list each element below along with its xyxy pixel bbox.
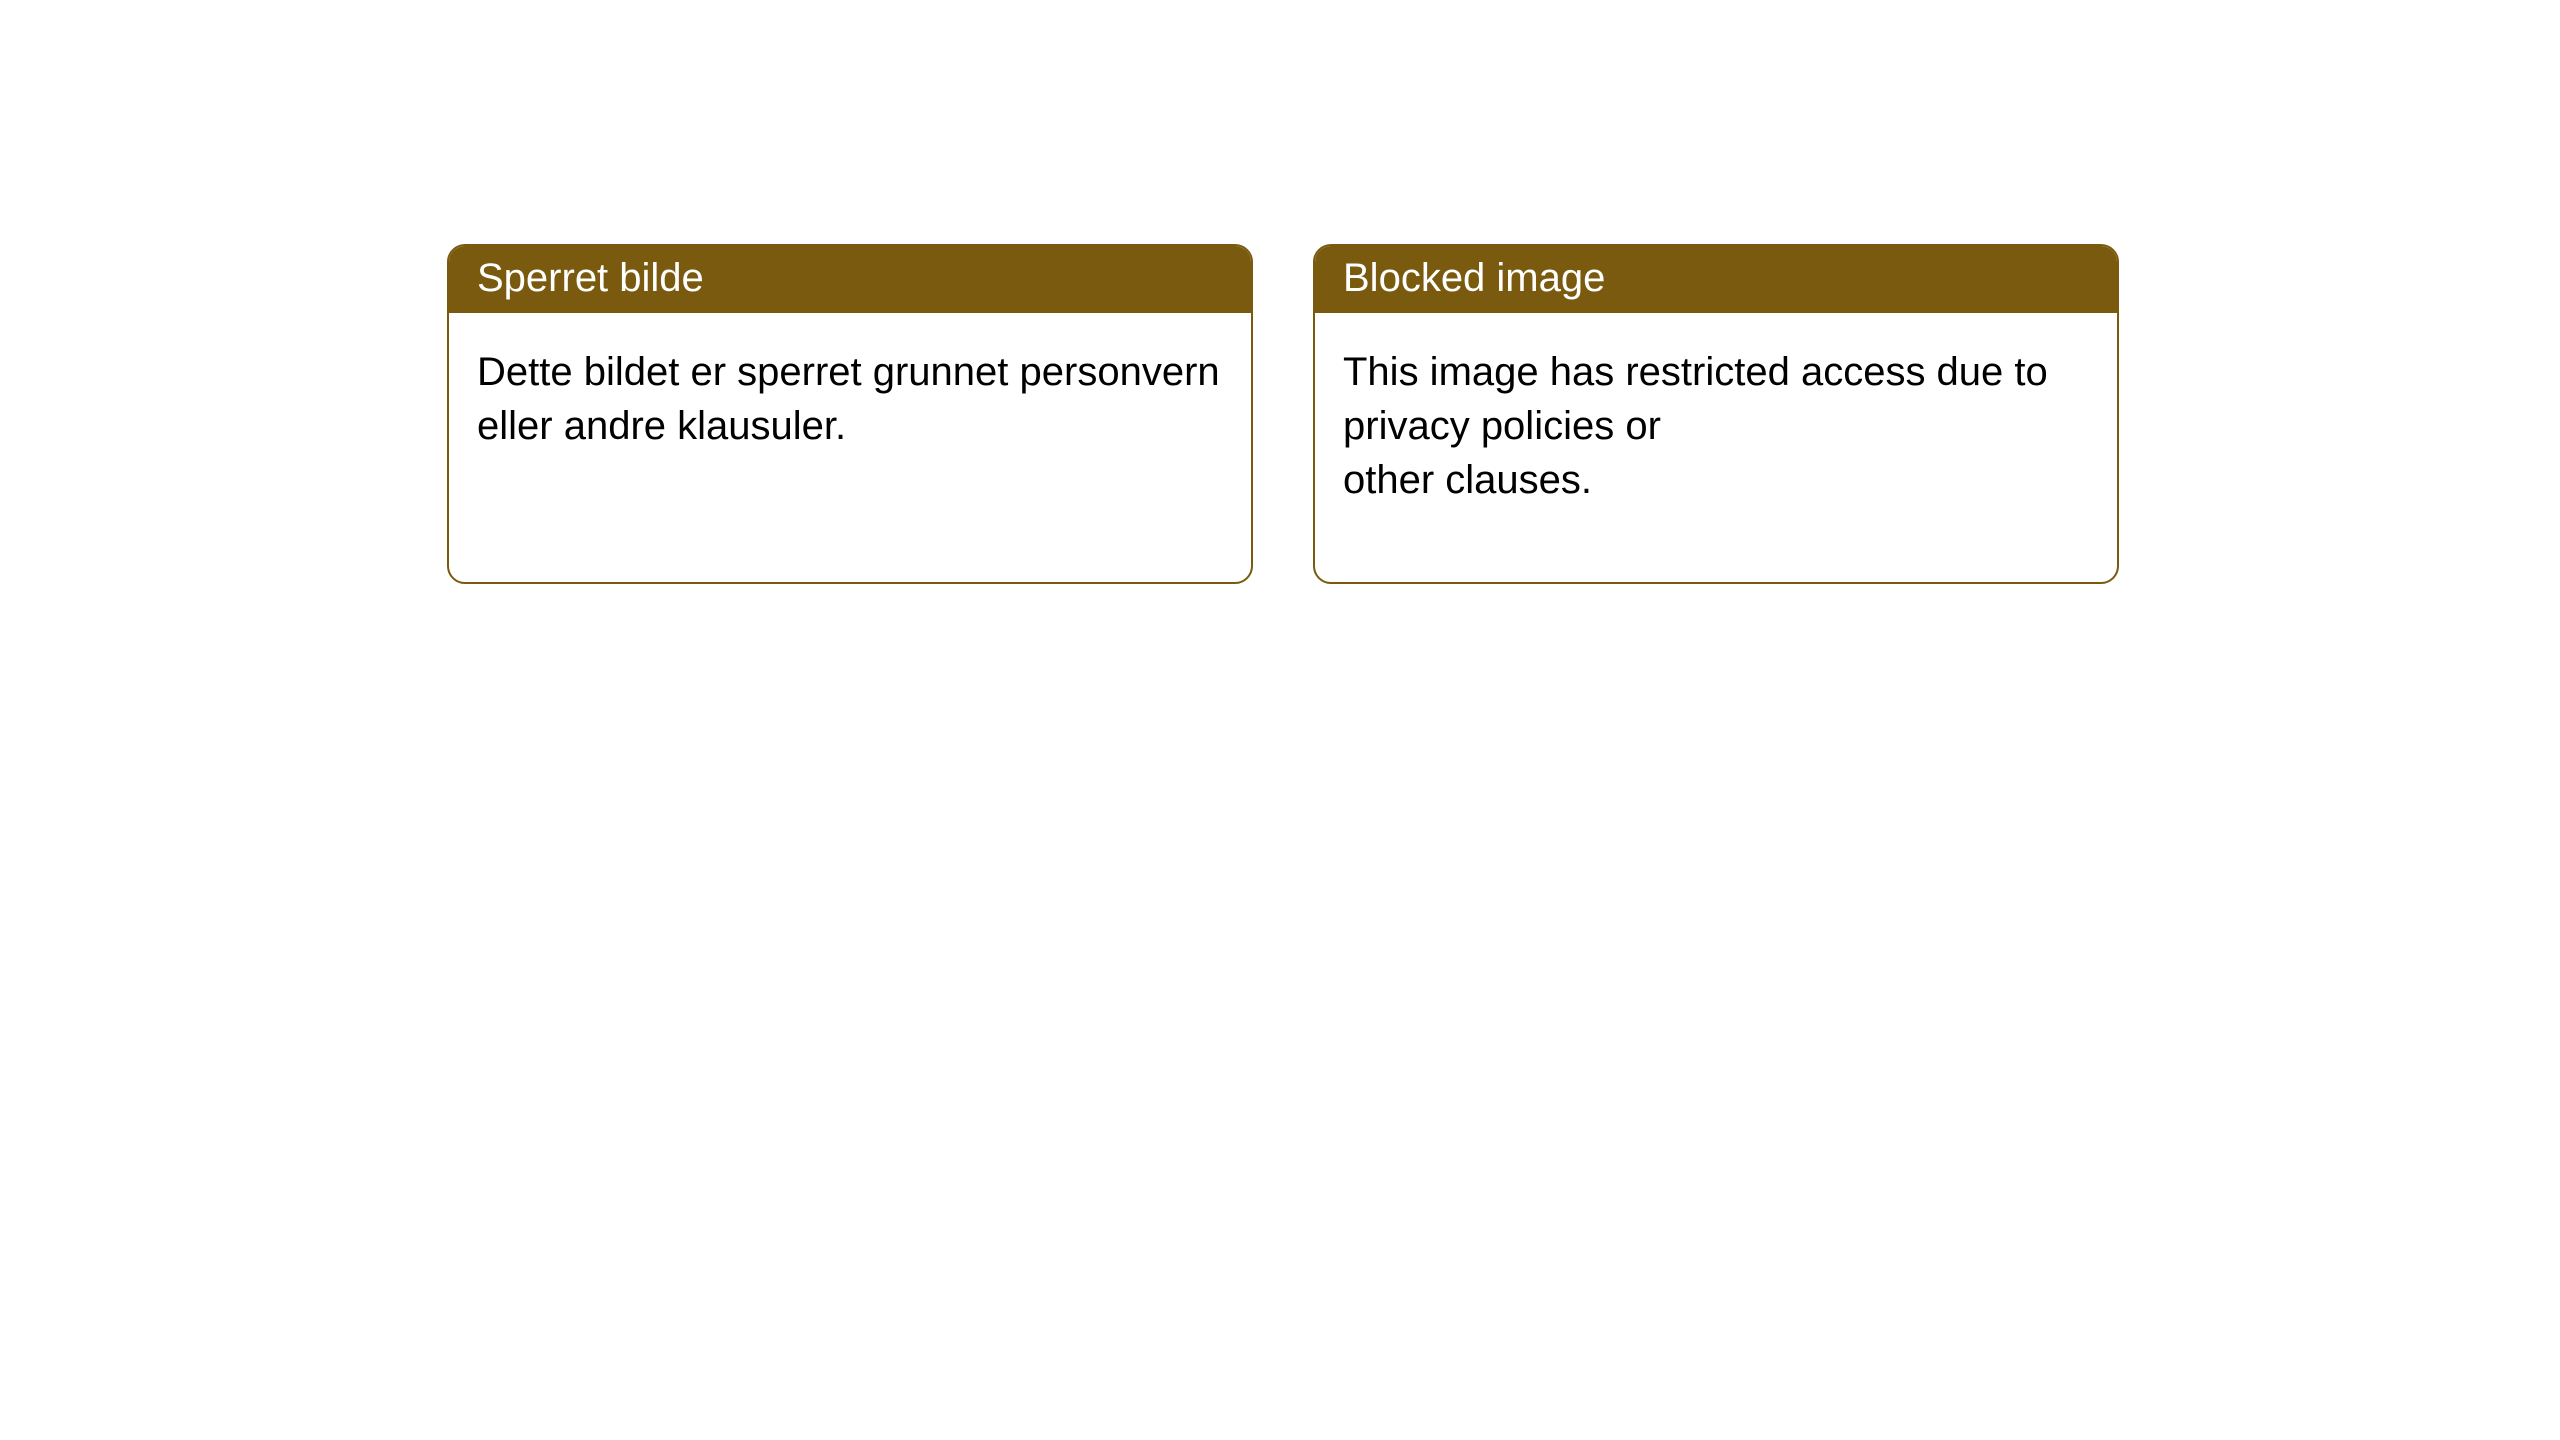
- card-body-en: This image has restricted access due to …: [1315, 313, 2117, 539]
- cards-container: Sperret bilde Dette bildet er sperret gr…: [447, 244, 2119, 584]
- card-title-no: Sperret bilde: [449, 246, 1251, 313]
- blocked-image-card-no: Sperret bilde Dette bildet er sperret gr…: [447, 244, 1253, 584]
- card-title-en: Blocked image: [1315, 246, 2117, 313]
- blocked-image-card-en: Blocked image This image has restricted …: [1313, 244, 2119, 584]
- card-body-no: Dette bildet er sperret grunnet personve…: [449, 313, 1251, 485]
